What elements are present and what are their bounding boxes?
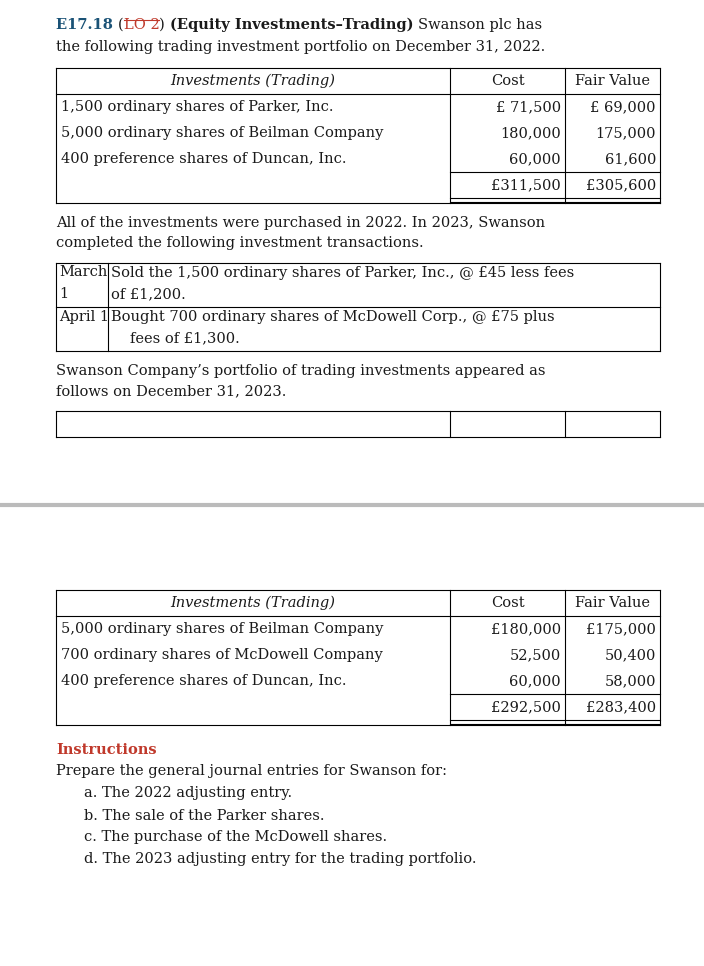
Text: LO 2: LO 2: [124, 18, 159, 32]
Text: of £1,200.: of £1,200.: [111, 288, 186, 301]
Text: a. The 2022 adjusting entry.: a. The 2022 adjusting entry.: [84, 786, 292, 801]
Text: Fair Value: Fair Value: [575, 74, 650, 88]
Text: 700 ordinary shares of McDowell Company: 700 ordinary shares of McDowell Company: [61, 648, 383, 662]
Text: 5,000 ordinary shares of Beilman Company: 5,000 ordinary shares of Beilman Company: [61, 622, 384, 636]
Text: March: March: [59, 266, 108, 279]
Text: £292,500: £292,500: [491, 700, 561, 714]
Text: 60,000: 60,000: [510, 674, 561, 688]
Text: fees of £1,300.: fees of £1,300.: [130, 331, 240, 346]
Text: the following trading investment portfolio on December 31, 2022.: the following trading investment portfol…: [56, 40, 546, 54]
Text: Fair Value: Fair Value: [575, 596, 650, 610]
Text: £ 69,000: £ 69,000: [591, 100, 656, 114]
Text: Swanson Company’s portfolio of trading investments appeared as: Swanson Company’s portfolio of trading i…: [56, 364, 546, 379]
Text: b. The sale of the Parker shares.: b. The sale of the Parker shares.: [84, 809, 325, 822]
Text: £175,000: £175,000: [586, 622, 656, 636]
Text: 180,000: 180,000: [501, 126, 561, 140]
Text: 1: 1: [59, 288, 68, 301]
Text: 1,500 ordinary shares of Parker, Inc.: 1,500 ordinary shares of Parker, Inc.: [61, 100, 334, 114]
Text: 50,400: 50,400: [605, 648, 656, 662]
Text: £283,400: £283,400: [586, 700, 656, 714]
Text: All of the investments were purchased in 2022. In 2023, Swanson: All of the investments were purchased in…: [56, 216, 545, 231]
Text: Investments (Trading): Investments (Trading): [170, 596, 336, 611]
Text: Cost: Cost: [491, 596, 524, 610]
Text: 52,500: 52,500: [510, 648, 561, 662]
Text: c. The purchase of the McDowell shares.: c. The purchase of the McDowell shares.: [84, 831, 387, 844]
Text: (: (: [118, 18, 124, 32]
Text: 175,000: 175,000: [596, 126, 656, 140]
Text: 400 preference shares of Duncan, Inc.: 400 preference shares of Duncan, Inc.: [61, 152, 346, 166]
Text: £311,500: £311,500: [491, 178, 561, 192]
Text: Cost: Cost: [491, 74, 524, 88]
Text: Prepare the general journal entries for Swanson for:: Prepare the general journal entries for …: [56, 764, 447, 779]
Text: Bought 700 ordinary shares of McDowell Corp., @ £75 plus: Bought 700 ordinary shares of McDowell C…: [111, 309, 555, 324]
Text: d. The 2023 adjusting entry for the trading portfolio.: d. The 2023 adjusting entry for the trad…: [84, 853, 477, 867]
Text: April 1: April 1: [59, 309, 109, 324]
Text: (Equity Investments–Trading): (Equity Investments–Trading): [170, 18, 418, 33]
Text: follows on December 31, 2023.: follows on December 31, 2023.: [56, 384, 287, 399]
Text: Investments (Trading): Investments (Trading): [170, 73, 336, 88]
Text: Sold the 1,500 ordinary shares of Parker, Inc., @ £45 less fees: Sold the 1,500 ordinary shares of Parker…: [111, 266, 574, 279]
Text: 58,000: 58,000: [605, 674, 656, 688]
Text: Instructions: Instructions: [56, 743, 156, 756]
Text: ): ): [159, 18, 170, 32]
Text: £ 71,500: £ 71,500: [496, 100, 561, 114]
Text: Swanson plc has: Swanson plc has: [418, 18, 543, 32]
Text: 60,000: 60,000: [510, 152, 561, 166]
Text: E17.18: E17.18: [56, 18, 118, 32]
Text: 400 preference shares of Duncan, Inc.: 400 preference shares of Duncan, Inc.: [61, 674, 346, 688]
Text: 61,600: 61,600: [605, 152, 656, 166]
Text: completed the following investment transactions.: completed the following investment trans…: [56, 237, 424, 250]
Text: £305,600: £305,600: [586, 178, 656, 192]
Text: 5,000 ordinary shares of Beilman Company: 5,000 ordinary shares of Beilman Company: [61, 126, 384, 140]
Text: £180,000: £180,000: [491, 622, 561, 636]
